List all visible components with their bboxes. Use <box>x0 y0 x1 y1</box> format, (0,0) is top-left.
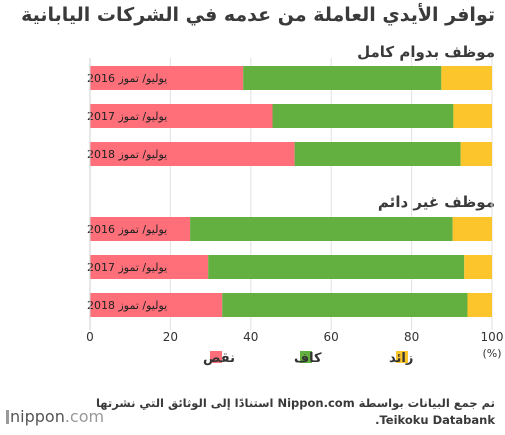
category-label: يوليو/ تموز 2018 <box>87 299 167 312</box>
bar-segment <box>243 66 442 90</box>
chart-title: توافر الأيدي العاملة من عدمه في الشركات … <box>21 4 495 26</box>
bar-segment <box>90 293 223 317</box>
legend-swatch <box>396 351 408 363</box>
bar-segment <box>90 255 209 279</box>
nippon-logo: nippon.com <box>6 407 104 426</box>
logo-mark-icon <box>6 410 9 424</box>
logo-text: nippon <box>10 407 65 426</box>
category-label: يوليو/ تموز 2016 <box>87 72 167 85</box>
group-title-non-regular: موظف غير دائم <box>377 193 495 211</box>
source-line-1: تم جمع البيانات بواسطة Nippon.com استناد… <box>95 396 495 410</box>
bar-segment <box>467 293 492 317</box>
stacked-bar-chart: 0 20 40 60 80 100 (%) يوليو/ تموز 2016 يوليو/ تم… <box>86 58 504 366</box>
bar-segment <box>294 142 461 166</box>
category-label: يوليو/ تموز 2016 <box>87 223 167 236</box>
x-tick-label: 40 <box>243 330 258 344</box>
x-tick-label: 80 <box>404 330 419 344</box>
bar-segment <box>208 255 465 279</box>
logo-suffix: .com <box>64 407 105 426</box>
legend-label: زائد <box>389 351 413 366</box>
bar-segment <box>272 104 454 128</box>
category-label: يوليو/ تموز 2018 <box>87 148 167 161</box>
legend-label: كاف <box>294 351 322 366</box>
bar-segment <box>90 142 295 166</box>
legend-label: نقص <box>203 351 235 366</box>
bar-segment <box>190 217 453 241</box>
bar-segment <box>460 142 492 166</box>
bar-segment <box>453 104 492 128</box>
legend-swatch <box>300 351 312 363</box>
group-title-full-time: موظف بدوام كامل <box>357 43 495 61</box>
bar-segment <box>222 293 468 317</box>
x-unit-label: (%) <box>482 347 501 360</box>
legend-swatch <box>210 351 222 363</box>
x-tick-label: 60 <box>324 330 339 344</box>
category-label: يوليو/ تموز 2017 <box>87 110 167 123</box>
bar-segment <box>441 66 492 90</box>
bar-segment <box>464 255 492 279</box>
bar-segment <box>452 217 492 241</box>
bar-segment <box>90 217 191 241</box>
x-tick-label: 100 <box>481 330 504 344</box>
bar-segment <box>90 66 244 90</box>
x-tick-label: 20 <box>163 330 178 344</box>
category-label: يوليو/ تموز 2017 <box>87 261 167 274</box>
bar-segment <box>90 104 273 128</box>
x-tick-label: 0 <box>86 330 94 344</box>
source-line-2: Teikoku Databank. <box>375 413 495 427</box>
